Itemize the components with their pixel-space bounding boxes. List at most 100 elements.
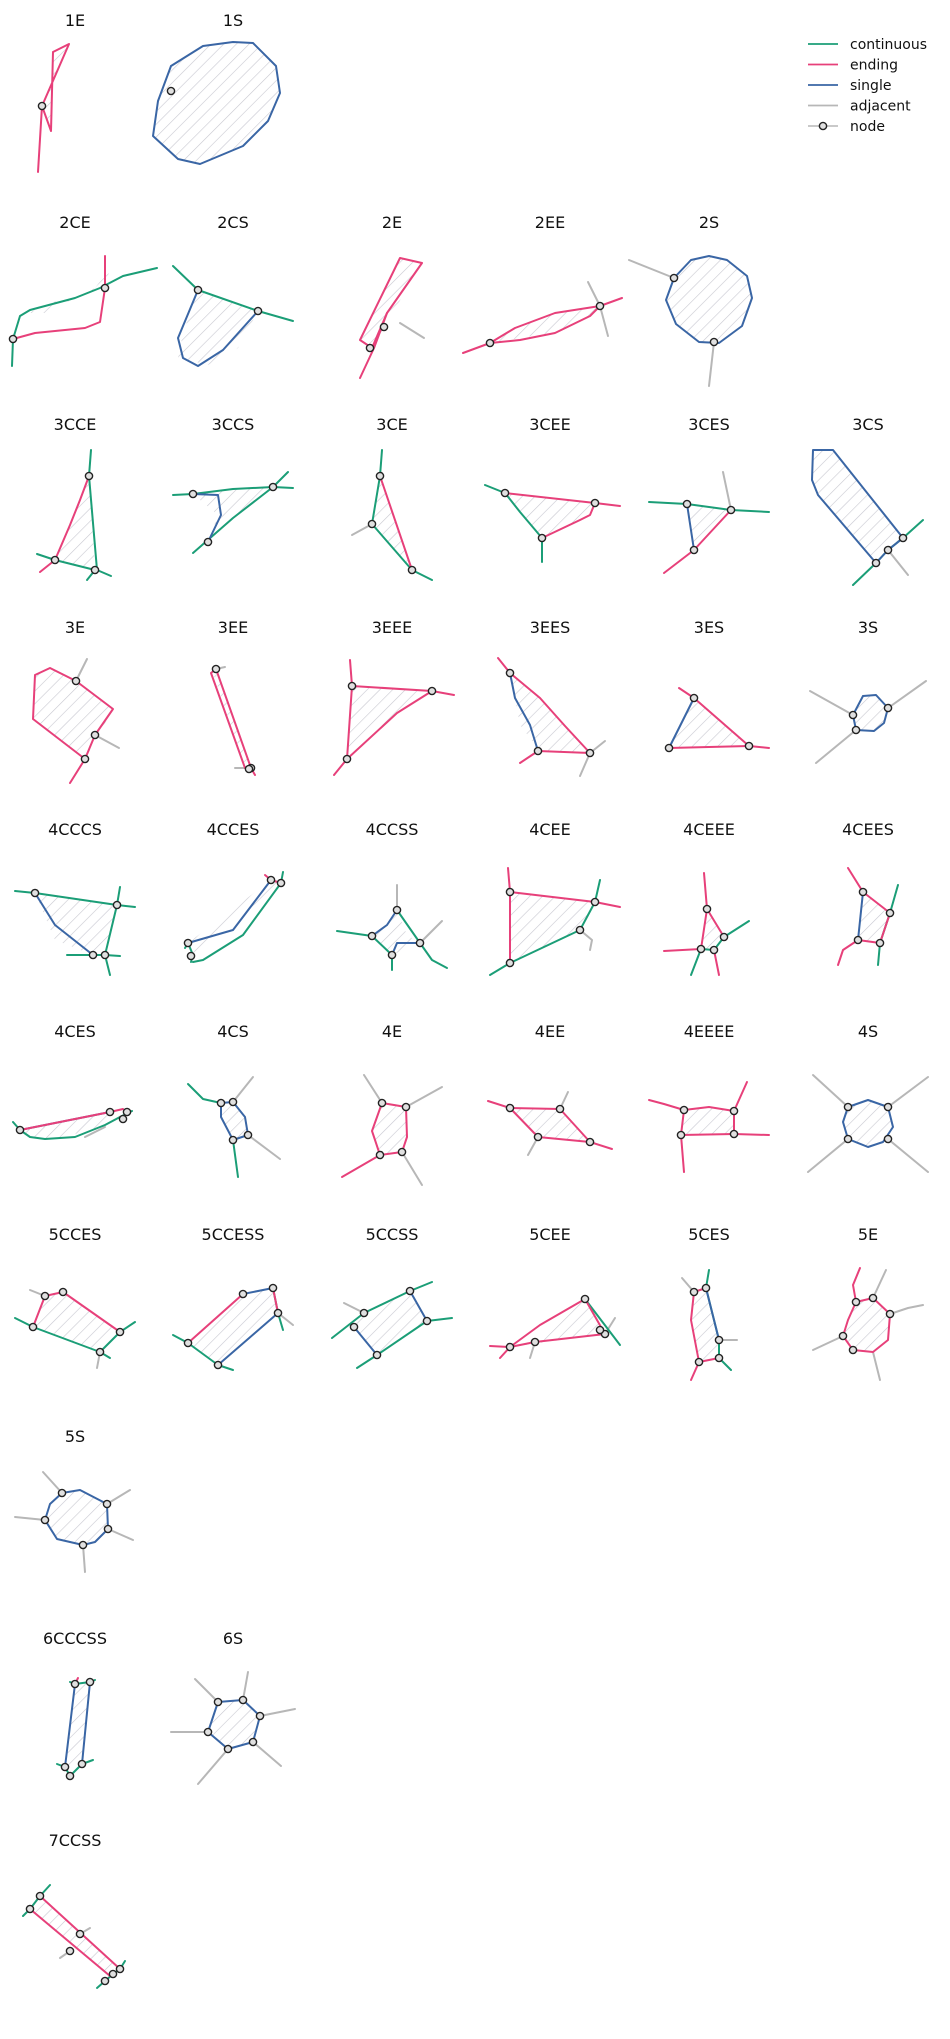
single-edge [705, 1287, 720, 1341]
single-edge [668, 697, 695, 749]
hatched-region [354, 1291, 427, 1355]
node-marker [103, 1524, 113, 1534]
node-marker [843, 1134, 853, 1144]
hatched-region [681, 1107, 734, 1135]
panel-3ces: 3CES [648, 415, 770, 574]
hatched-region [360, 258, 422, 348]
node-marker [71, 676, 81, 686]
legend-node-marker [818, 121, 828, 131]
adjacent-edge [809, 690, 854, 716]
node-marker [216, 1098, 226, 1108]
panel-3ees: 3EES [497, 618, 606, 777]
node-marker [238, 1695, 248, 1705]
node-marker [349, 1322, 359, 1332]
panel-5ccss: 5CCSS [331, 1225, 453, 1369]
node-marker [427, 686, 437, 696]
continuous-edge [14, 1317, 111, 1359]
panel-title: 2CE [59, 213, 90, 232]
ending-edge [668, 745, 750, 749]
hatched-region [20, 268, 110, 313]
panel-title: 5CCESS [202, 1225, 265, 1244]
continuous-edge [11, 267, 158, 367]
node-marker [505, 1103, 515, 1113]
ending-edge [341, 1154, 381, 1178]
node-marker [244, 764, 254, 774]
adjacent-edge [84, 1126, 106, 1138]
panel-title: 6S [223, 1629, 243, 1648]
panel-title: 4CCCS [48, 820, 102, 839]
node-marker [84, 471, 94, 481]
hatched-region [853, 695, 888, 731]
legend-label: continuous [850, 37, 927, 53]
node-marker [188, 489, 198, 499]
node-marker [580, 1294, 590, 1304]
node-marker [415, 938, 425, 948]
node-marker [203, 537, 213, 547]
single-edge [811, 449, 904, 564]
single-edge [64, 1683, 76, 1768]
node-marker [365, 343, 375, 353]
continuous-edge [232, 1139, 239, 1178]
panel-2ce: 2CE [8, 213, 158, 367]
adjacent-edge [232, 1076, 254, 1103]
node-marker [60, 1762, 70, 1772]
adjacent-edge [14, 1516, 46, 1521]
node-marker [407, 565, 417, 575]
panel-5cces: 5CCES [14, 1225, 136, 1369]
node-marker [714, 1353, 724, 1363]
panel-title: 4CEES [842, 820, 894, 839]
node-marker [78, 1540, 88, 1550]
hatched-region [858, 892, 890, 943]
continuous-edge [484, 484, 543, 563]
legend: continuous ending single adjacent node [808, 37, 927, 135]
node-marker [883, 545, 893, 555]
node-marker [248, 1737, 258, 1747]
panel-3s: 3S [809, 618, 927, 764]
legend-label: adjacent [850, 99, 911, 115]
node-marker [40, 1291, 50, 1301]
adjacent-edge [815, 729, 857, 764]
node-marker [505, 1342, 515, 1352]
node-marker [65, 1771, 75, 1781]
adjacent-edge [807, 1138, 849, 1173]
panel-6s: 6S [170, 1629, 296, 1785]
node-marker [422, 1316, 432, 1326]
node-marker [883, 1102, 893, 1112]
node-marker [276, 878, 286, 888]
panel-title: 3EE [218, 618, 248, 637]
node-marker [898, 533, 908, 543]
adjacent-edge [42, 1471, 63, 1494]
single-edge [177, 289, 259, 367]
adjacent-edge [722, 471, 732, 511]
panel-4cs: 4CS [187, 1022, 281, 1178]
node-marker [595, 301, 605, 311]
panel-3ccs: 3CCS [172, 415, 294, 554]
panel-4cces: 4CCES [183, 820, 286, 963]
hatched-region [221, 1102, 248, 1140]
node-marker [25, 1904, 35, 1914]
node-marker [359, 1308, 369, 1318]
panel-5s: 5S [14, 1427, 134, 1573]
node-marker [203, 1727, 213, 1737]
hatched-region [490, 306, 600, 343]
node-marker [30, 888, 40, 898]
panel-2e: 2E [359, 213, 425, 379]
node-marker [689, 1287, 699, 1297]
node-marker [253, 306, 263, 316]
panel-4eeee: 4EEEE [648, 1022, 770, 1173]
panel-title: 5CEE [529, 1225, 571, 1244]
ending-edge [678, 687, 770, 749]
hatched-region [666, 256, 752, 343]
continuous-edge [66, 954, 121, 957]
hatched-region [510, 673, 590, 753]
ending-edge [37, 105, 43, 173]
panel-3cee: 3CEE [484, 415, 621, 563]
panel-title: 5CCSS [366, 1225, 419, 1244]
node-marker [696, 944, 706, 954]
ending-edge [39, 475, 90, 573]
node-marker [505, 668, 515, 678]
node-marker [100, 950, 110, 960]
adjacent-edge [812, 1074, 849, 1108]
hatched-region [505, 493, 595, 538]
node-marker [590, 498, 600, 508]
